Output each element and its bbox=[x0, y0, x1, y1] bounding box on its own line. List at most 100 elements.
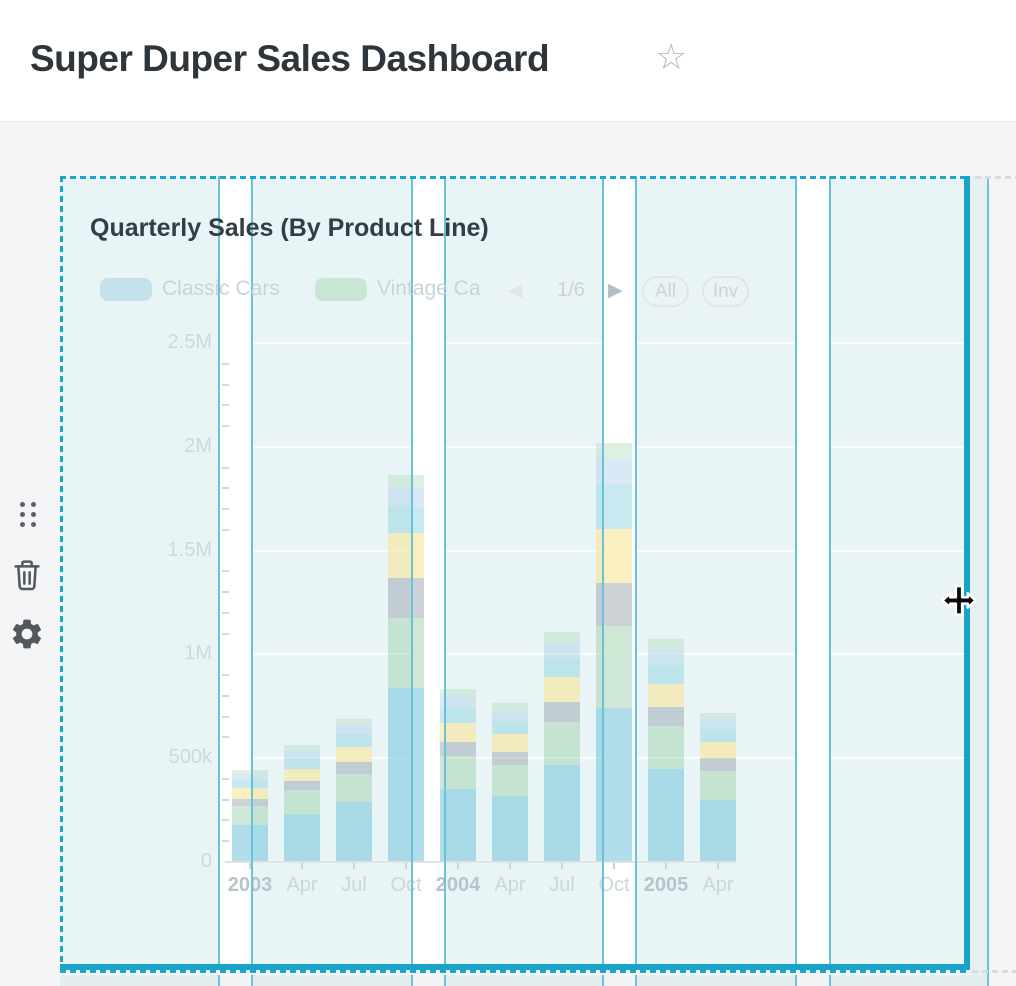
bar-segment[interactable] bbox=[700, 758, 736, 771]
bar-segment[interactable] bbox=[492, 795, 528, 862]
bar-segment[interactable] bbox=[336, 801, 372, 862]
bar-stack[interactable] bbox=[440, 688, 476, 862]
bar-stack[interactable] bbox=[648, 638, 684, 862]
selection-border-left bbox=[60, 176, 63, 970]
bar-segment[interactable] bbox=[440, 697, 476, 709]
bar-segment[interactable] bbox=[336, 725, 372, 735]
bar-segment[interactable] bbox=[648, 707, 684, 727]
legend-prev-icon[interactable]: ◀ bbox=[508, 280, 523, 301]
bar-segment[interactable] bbox=[336, 773, 372, 802]
x-axis-tick-label: Jul bbox=[341, 874, 367, 896]
bar-segment[interactable] bbox=[284, 768, 320, 782]
bar-segment[interactable] bbox=[440, 741, 476, 757]
bar-segment[interactable] bbox=[700, 799, 736, 862]
bar-stack[interactable] bbox=[544, 631, 580, 862]
bar-stack[interactable] bbox=[492, 703, 528, 862]
bar-segment[interactable] bbox=[440, 688, 476, 697]
trash-icon[interactable] bbox=[11, 554, 43, 596]
x-axis-tick bbox=[301, 862, 303, 869]
legend-next-icon[interactable]: ▶ bbox=[608, 280, 623, 301]
y-axis-minor-tick bbox=[222, 487, 229, 490]
bar-segment[interactable] bbox=[440, 708, 476, 723]
drag-handle-icon[interactable] bbox=[17, 499, 39, 529]
bar-segment[interactable] bbox=[648, 768, 684, 862]
bar-segment[interactable] bbox=[648, 638, 684, 650]
bar-segment[interactable] bbox=[544, 721, 580, 766]
bar-segment[interactable] bbox=[388, 488, 424, 508]
bar-segment[interactable] bbox=[284, 790, 320, 815]
x-axis-tick bbox=[613, 862, 615, 869]
card-title: Quarterly Sales (By Product Line) bbox=[90, 214, 489, 242]
bar-segment[interactable] bbox=[596, 442, 632, 459]
bar-segment[interactable] bbox=[336, 746, 372, 763]
x-axis-tick bbox=[457, 862, 459, 869]
bar-segment[interactable] bbox=[700, 719, 736, 730]
bar-segment[interactable] bbox=[232, 769, 268, 774]
bar-segment[interactable] bbox=[700, 770, 736, 800]
x-axis-tick-label: 2004 bbox=[435, 874, 481, 896]
bar-segment[interactable] bbox=[492, 720, 528, 735]
bar-stack[interactable] bbox=[284, 744, 320, 862]
bar-segment[interactable] bbox=[388, 687, 424, 862]
gear-icon[interactable] bbox=[9, 616, 45, 652]
x-axis-tick bbox=[249, 862, 251, 869]
bar-segment[interactable] bbox=[544, 631, 580, 644]
bar-segment[interactable] bbox=[336, 718, 372, 726]
bar-segment[interactable] bbox=[440, 756, 476, 790]
bar-segment[interactable] bbox=[700, 741, 736, 759]
y-axis-minor-tick bbox=[222, 777, 229, 780]
bar-segment[interactable] bbox=[544, 702, 580, 722]
bar-segment[interactable] bbox=[284, 749, 320, 759]
bar-segment[interactable] bbox=[544, 765, 580, 862]
bar-segment[interactable] bbox=[544, 677, 580, 703]
favorite-star-icon[interactable]: ☆ bbox=[655, 36, 688, 77]
bar-segment[interactable] bbox=[232, 798, 268, 806]
bar-segment[interactable] bbox=[700, 729, 736, 742]
bar-stack[interactable] bbox=[232, 769, 268, 862]
bar-segment[interactable] bbox=[492, 752, 528, 766]
bar-stack[interactable] bbox=[388, 475, 424, 862]
legend-select-all-button[interactable]: All bbox=[642, 276, 689, 307]
bar-segment[interactable] bbox=[388, 507, 424, 533]
bar-segment[interactable] bbox=[700, 712, 736, 720]
bar-segment[interactable] bbox=[336, 734, 372, 747]
bar-segment[interactable] bbox=[232, 788, 268, 799]
bar-segment[interactable] bbox=[492, 734, 528, 752]
bar-segment[interactable] bbox=[492, 765, 528, 796]
bar-segment[interactable] bbox=[648, 664, 684, 684]
bar-segment[interactable] bbox=[336, 762, 372, 774]
bar-segment[interactable] bbox=[388, 618, 424, 688]
x-axis-tick bbox=[665, 862, 667, 869]
bar-segment[interactable] bbox=[232, 824, 268, 862]
resize-edge-bottom[interactable] bbox=[60, 964, 970, 970]
bar-segment[interactable] bbox=[284, 744, 320, 750]
resize-edge-right[interactable] bbox=[964, 176, 970, 970]
legend-item-classic-cars[interactable]: Classic Cars bbox=[100, 277, 280, 301]
bar-stack[interactable] bbox=[700, 712, 736, 862]
legend-item-vintage-cars[interactable]: Vintage Ca bbox=[315, 277, 481, 301]
bar-segment[interactable] bbox=[284, 814, 320, 862]
bar-stack[interactable] bbox=[336, 718, 372, 862]
bar-segment[interactable] bbox=[544, 658, 580, 678]
dashboard-card-quarterly-sales[interactable]: 0 500k 1M 1.5M 2M 2.5M 2003 Apr Jul Oct 2004 Apr Jul… bbox=[60, 176, 970, 970]
x-axis-tick-label: Jul bbox=[549, 874, 575, 896]
bar-segment[interactable] bbox=[544, 643, 580, 659]
bar-segment[interactable] bbox=[492, 710, 528, 721]
legend-invert-button[interactable]: Inv bbox=[702, 276, 749, 307]
bar-segment[interactable] bbox=[232, 780, 268, 789]
bar-segment[interactable] bbox=[388, 577, 424, 619]
y-axis-minor-tick bbox=[222, 425, 229, 428]
bar-segment[interactable] bbox=[388, 533, 424, 578]
bar-segment[interactable] bbox=[388, 475, 424, 489]
bar-segment[interactable] bbox=[492, 703, 528, 711]
bar-segment[interactable] bbox=[232, 805, 268, 825]
bar-segment[interactable] bbox=[648, 726, 684, 769]
bar-segment[interactable] bbox=[284, 781, 320, 791]
bar-segment[interactable] bbox=[648, 649, 684, 665]
bar-segment[interactable] bbox=[440, 722, 476, 742]
bar-segment[interactable] bbox=[284, 758, 320, 769]
x-axis-tick bbox=[561, 862, 563, 869]
bar-segment[interactable] bbox=[648, 683, 684, 708]
bar-segment[interactable] bbox=[232, 773, 268, 781]
bar-segment[interactable] bbox=[440, 789, 476, 862]
